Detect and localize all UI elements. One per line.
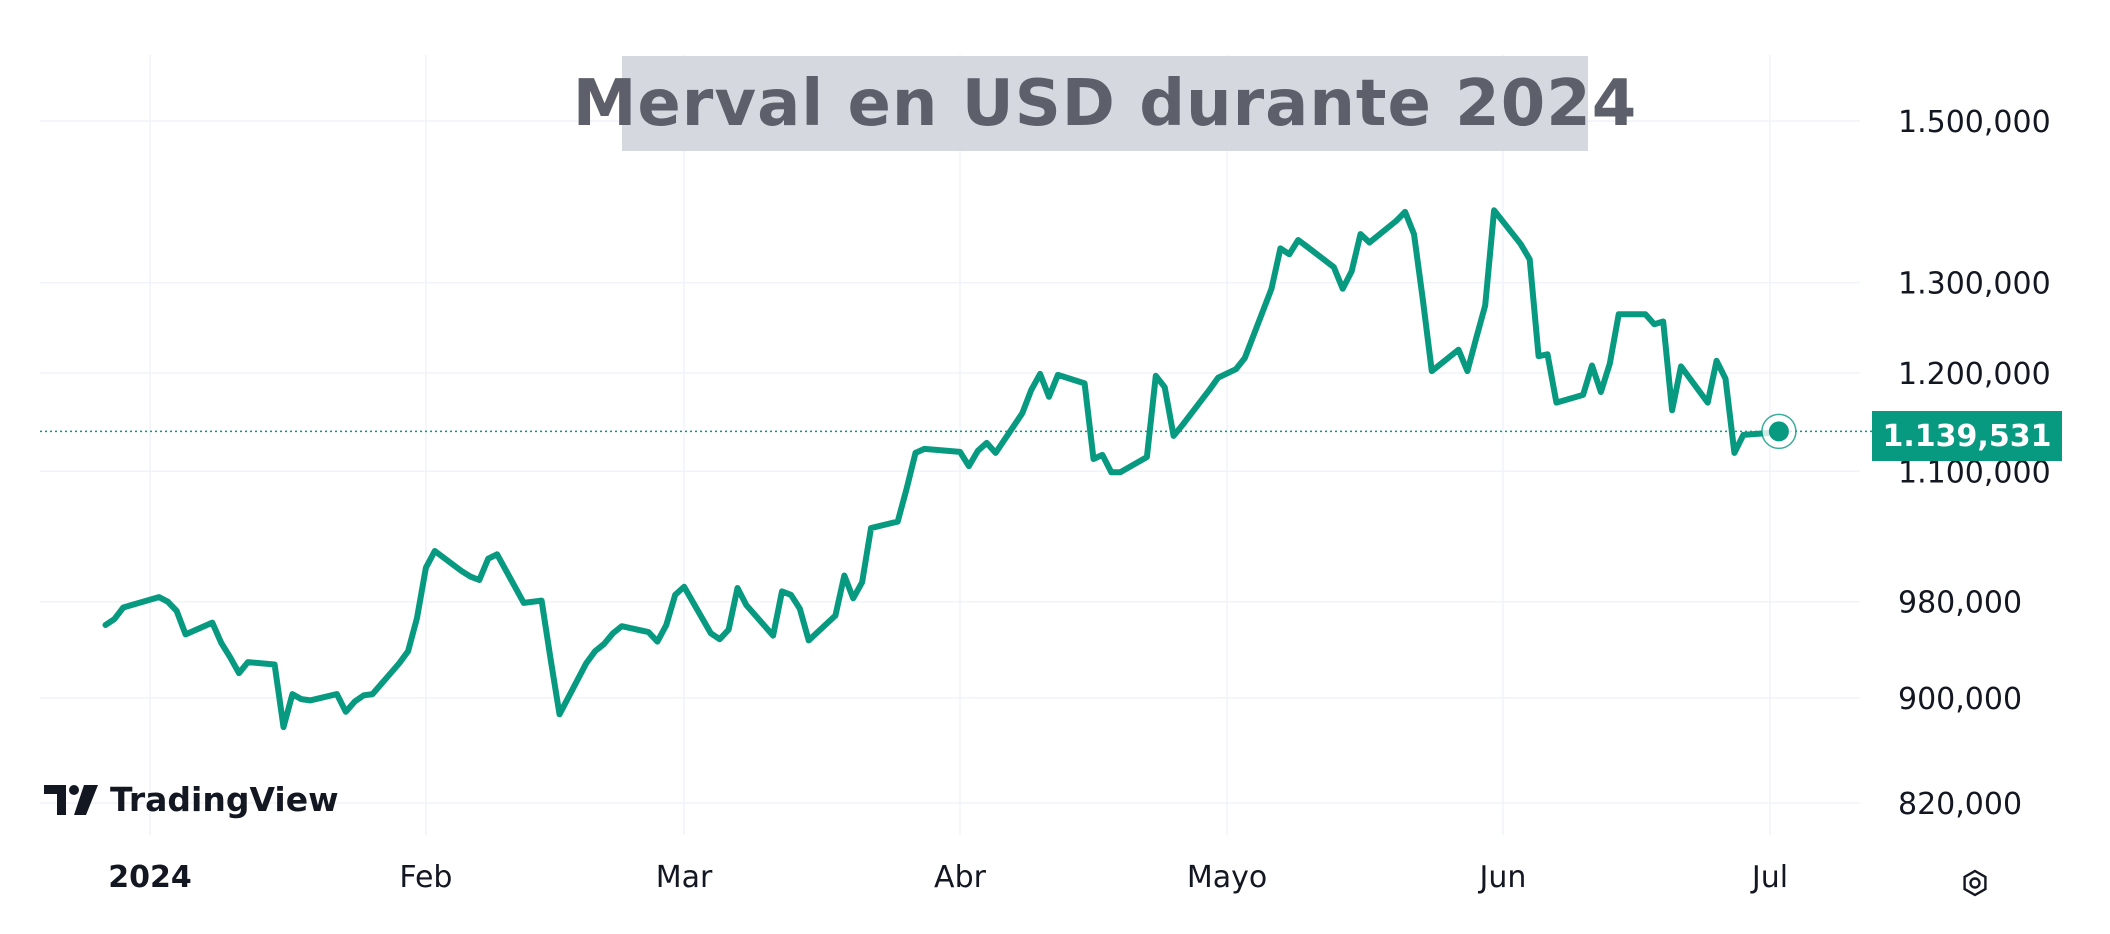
last-price-tag: 1.139,531 <box>1872 411 2062 461</box>
x-tick-label: Jun <box>1478 860 1527 895</box>
chart-grid <box>40 55 1860 835</box>
last-point-dot <box>1768 421 1789 442</box>
x-tick-label: 2024 <box>108 860 192 895</box>
y-tick-label: 820,000 <box>1898 787 2022 822</box>
x-tick-label: Mayo <box>1187 860 1267 895</box>
tradingview-brand: TradingView <box>110 780 339 819</box>
y-tick-label: 980,000 <box>1898 586 2022 621</box>
chart-title: Merval en USD durante 2024 <box>572 66 1638 141</box>
tradingview-logo[interactable]: TradingView <box>44 780 339 819</box>
settings-gear-icon[interactable] <box>1960 868 1990 898</box>
x-axis-labels: 2024 Feb Mar Abr Mayo Jun Jul <box>108 860 1788 895</box>
x-tick-label: Mar <box>656 860 713 895</box>
chart-title-box: Merval en USD durante 2024 <box>573 56 1636 151</box>
y-tick-label: 1.100,000 <box>1898 455 2051 490</box>
series-line <box>102 207 1782 731</box>
y-tick-label: 1.200,000 <box>1898 357 2051 392</box>
y-tick-label: 1.500,000 <box>1898 105 2051 140</box>
last-point-marker <box>1761 413 1797 450</box>
x-tick-label: Jul <box>1750 860 1788 895</box>
x-tick-label: Feb <box>399 860 452 895</box>
tradingview-logo-icon <box>44 784 98 815</box>
y-axis-labels: 820,000 900,000 980,000 1.100,000 1.200,000 1… <box>1898 105 2051 822</box>
y-tick-label: 1.300,000 <box>1898 267 2051 302</box>
x-tick-label: Abr <box>934 860 987 895</box>
y-tick-label: 900,000 <box>1898 682 2022 717</box>
